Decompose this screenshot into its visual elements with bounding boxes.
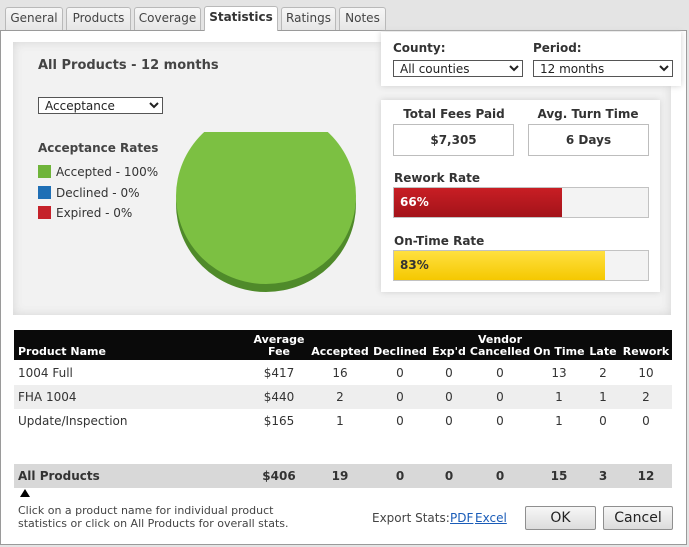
total-declined-cell: 0: [395, 469, 405, 483]
accepted-cell: 1: [336, 414, 344, 428]
table-row[interactable]: FHA 1004 $440 2 0 0 0 1 1 2: [14, 385, 672, 409]
cancelled-cell: 0: [496, 366, 504, 380]
expd-cell: 0: [445, 414, 453, 428]
declined-cell: 0: [396, 414, 404, 428]
declined-cell: 0: [396, 366, 404, 380]
product-name-cell[interactable]: FHA 1004: [18, 390, 77, 404]
legend-label-accepted: Accepted - 100%: [56, 165, 159, 179]
legend-swatch-accepted: [38, 165, 51, 178]
rework-rate-value: 66%: [400, 195, 429, 209]
product-name-cell[interactable]: 1004 Full: [18, 366, 73, 380]
fees-value: $7,305: [393, 124, 514, 156]
metric-select[interactable]: Acceptance: [38, 97, 163, 114]
late-cell: 1: [599, 390, 607, 404]
rework-cell: 10: [638, 366, 654, 380]
total-fee-cell: $406: [262, 469, 296, 483]
col-header-accepted: Accepted: [311, 345, 369, 358]
legend-swatch-expired: [38, 206, 51, 219]
col-header-declined: Declined: [373, 345, 427, 358]
total-rework-cell: 12: [637, 469, 655, 483]
hint-line-2: statistics or click on All Products for …: [18, 517, 289, 530]
rework-rate-label: Rework Rate: [394, 171, 480, 185]
declined-cell: 0: [396, 390, 404, 404]
filter-card: [381, 32, 681, 86]
on-time-rate-bar: 83%: [393, 250, 649, 281]
col-header-product: Product Name: [18, 345, 106, 358]
table-row[interactable]: Update/Inspection $165 1 0 0 0 1 0 0: [14, 409, 672, 433]
ok-button[interactable]: OK: [525, 506, 596, 530]
on-time-rate-label: On-Time Rate: [394, 234, 485, 248]
col-header-fee: Fee: [268, 345, 290, 358]
late-cell: 0: [599, 414, 607, 428]
total-on-time-cell: 15: [550, 469, 568, 483]
col-header-on-time: On Time: [533, 345, 585, 358]
fee-cell: $440: [263, 390, 295, 404]
late-cell: 2: [599, 366, 607, 380]
total-name-cell[interactable]: All Products: [18, 469, 100, 483]
legend-label-expired: Expired - 0%: [56, 206, 133, 220]
fees-label: Total Fees Paid: [403, 107, 505, 121]
legend-title: Acceptance Rates: [38, 141, 159, 155]
table-row[interactable]: 1004 Full $417 16 0 0 0 13 2 10: [14, 361, 672, 385]
on-time-cell: 1: [555, 390, 563, 404]
accepted-cell: 2: [336, 390, 344, 404]
tab-statistics[interactable]: Statistics: [204, 6, 278, 31]
col-header-rework: Rework: [622, 345, 670, 358]
total-accepted-cell: 19: [331, 469, 349, 483]
period-label: Period:: [533, 41, 582, 55]
cancelled-cell: 0: [496, 414, 504, 428]
on-time-rate-value: 83%: [400, 258, 429, 272]
export-excel-link[interactable]: Excel: [475, 511, 507, 525]
period-select[interactable]: 12 months: [533, 60, 673, 77]
rework-rate-bar: 66%: [393, 187, 649, 218]
col-header-late: Late: [589, 345, 617, 358]
turn-time-label: Avg. Turn Time: [537, 107, 639, 121]
rework-cell: 2: [642, 390, 650, 404]
col-header-fee-top: Average: [253, 333, 305, 346]
tab-notes[interactable]: Notes: [339, 7, 386, 30]
expd-cell: 0: [445, 390, 453, 404]
county-label: County:: [393, 41, 446, 55]
col-header-expd: Exp'd: [432, 345, 466, 358]
acceptance-pie-chart: [176, 132, 356, 292]
col-header-vendor-top: Vendor: [477, 333, 523, 346]
export-label: Export Stats:: [372, 511, 450, 525]
total-row[interactable]: All Products $406 19 0 0 0 15 3 12: [14, 464, 672, 488]
legend-label-declined: Declined - 0%: [56, 186, 140, 200]
summary-title: All Products - 12 months: [38, 58, 219, 73]
legend-swatch-declined: [38, 186, 51, 199]
tab-ratings[interactable]: Ratings: [281, 7, 336, 30]
rework-rate-fill: [394, 188, 562, 217]
cancel-button[interactable]: Cancel: [603, 506, 673, 530]
tab-coverage[interactable]: Coverage: [134, 7, 201, 30]
fee-cell: $417: [263, 366, 295, 380]
pie-slice-accepted: [176, 132, 356, 284]
table-header: [14, 330, 672, 360]
accepted-cell: 16: [332, 366, 348, 380]
total-expd-cell: 0: [444, 469, 454, 483]
product-name-cell[interactable]: Update/Inspection: [18, 414, 128, 428]
total-late-cell: 3: [598, 469, 608, 483]
export-pdf-link[interactable]: PDF: [450, 511, 474, 525]
on-time-cell: 1: [555, 414, 563, 428]
fee-cell: $165: [263, 414, 295, 428]
turn-time-value: 6 Days: [528, 124, 649, 156]
total-cancelled-cell: 0: [495, 469, 505, 483]
on-time-cell: 13: [551, 366, 567, 380]
cancelled-cell: 0: [496, 390, 504, 404]
tab-general[interactable]: General: [5, 7, 63, 30]
hint-line-1: Click on a product name for individual p…: [18, 504, 274, 517]
county-select[interactable]: All counties: [393, 60, 523, 77]
triangle-up-icon: [20, 489, 30, 497]
rework-cell: 0: [642, 414, 650, 428]
col-header-cancelled: Cancelled: [469, 345, 531, 358]
on-time-rate-fill: [394, 251, 605, 280]
tab-products[interactable]: Products: [66, 7, 131, 30]
expd-cell: 0: [445, 366, 453, 380]
